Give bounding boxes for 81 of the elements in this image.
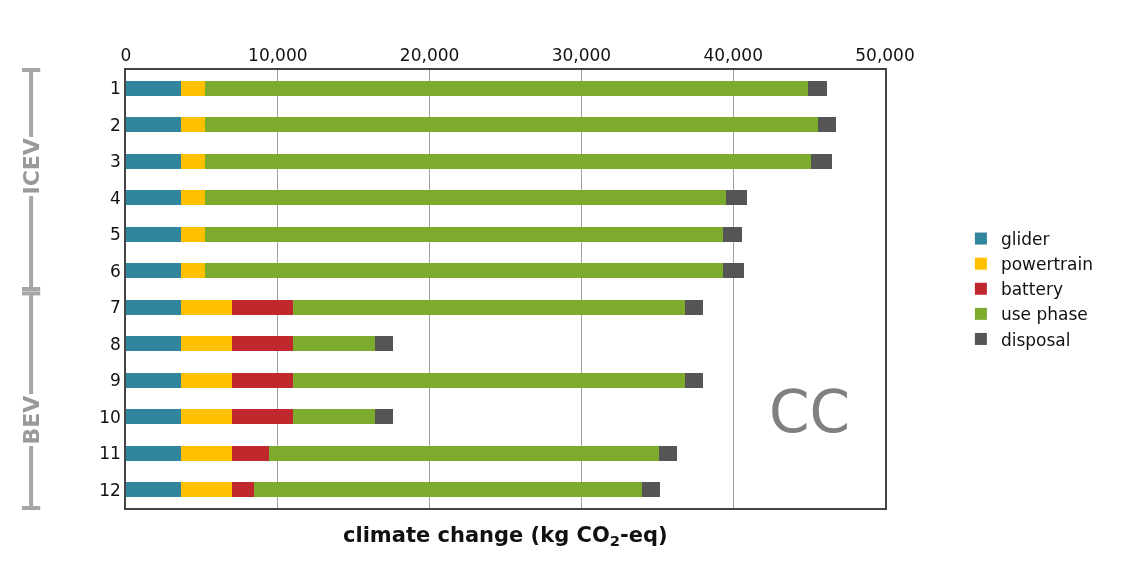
bar bbox=[684, 372, 703, 388]
bar bbox=[180, 299, 233, 315]
bar bbox=[722, 226, 743, 242]
x-tick-label: 10,000 bbox=[248, 45, 308, 66]
y-tick-label: 11 bbox=[99, 443, 121, 464]
bar bbox=[818, 117, 837, 133]
bar bbox=[126, 336, 181, 352]
text: BEV bbox=[18, 395, 44, 445]
bar bbox=[126, 80, 181, 96]
bar bbox=[180, 117, 205, 133]
legend-label: glider bbox=[1000, 229, 1050, 250]
x-tick-label: 50,000 bbox=[855, 45, 915, 66]
legend-label: battery bbox=[1000, 279, 1063, 300]
bar bbox=[232, 299, 293, 315]
bar bbox=[126, 372, 181, 388]
y-tick-label: 4 bbox=[110, 187, 121, 208]
bar bbox=[810, 153, 832, 169]
bar bbox=[374, 409, 394, 425]
y-tick-label: 9 bbox=[110, 370, 121, 391]
bar bbox=[126, 117, 181, 133]
bar bbox=[232, 482, 254, 498]
x-axis-title: climate change (kg CO$_{2}$-eq) bbox=[343, 523, 668, 550]
bar bbox=[126, 409, 181, 425]
bar bbox=[204, 153, 811, 169]
bar bbox=[180, 80, 205, 96]
bar bbox=[725, 190, 747, 206]
y-tick-label: 6 bbox=[110, 260, 121, 281]
x-tick-label: 30,000 bbox=[551, 45, 612, 66]
bar bbox=[292, 336, 375, 352]
bar bbox=[180, 372, 233, 388]
bar bbox=[126, 153, 181, 169]
bar bbox=[180, 445, 233, 461]
bar bbox=[204, 117, 819, 133]
bar bbox=[292, 372, 685, 388]
x-tick-label: 0 bbox=[120, 45, 132, 66]
bar bbox=[126, 299, 181, 315]
bar bbox=[268, 445, 659, 461]
bar bbox=[180, 226, 205, 242]
bar bbox=[292, 409, 375, 425]
y-tick-label: 12 bbox=[99, 479, 121, 500]
legend-label: disposal bbox=[1000, 329, 1071, 350]
bar bbox=[126, 445, 181, 461]
bar bbox=[180, 153, 205, 169]
bar bbox=[180, 336, 233, 352]
bar bbox=[807, 80, 828, 96]
bar bbox=[126, 482, 181, 498]
bar bbox=[253, 482, 643, 498]
bar bbox=[204, 80, 808, 96]
legend-label: use phase bbox=[1000, 304, 1088, 325]
y-tick-label: 10 bbox=[99, 406, 121, 427]
y-tick-label: 3 bbox=[110, 151, 121, 172]
bar bbox=[180, 190, 205, 206]
legend-label: powertrain bbox=[1000, 254, 1094, 275]
bar bbox=[232, 336, 293, 352]
bar bbox=[180, 263, 205, 279]
y-tick-label: 8 bbox=[110, 333, 121, 354]
bar bbox=[642, 482, 661, 498]
x-tick-label: 40,000 bbox=[703, 45, 763, 66]
bar bbox=[204, 190, 726, 206]
bar bbox=[204, 263, 723, 279]
bar bbox=[374, 336, 394, 352]
bar bbox=[126, 263, 181, 279]
y-tick-label: 7 bbox=[110, 297, 121, 318]
x-tick-label: 20,000 bbox=[399, 45, 460, 66]
bar bbox=[292, 299, 685, 315]
annotation: CC bbox=[769, 378, 850, 446]
y-tick-label: 2 bbox=[110, 114, 121, 135]
bar bbox=[204, 226, 723, 242]
text: ICEV bbox=[18, 138, 44, 195]
bar bbox=[232, 445, 269, 461]
bar bbox=[232, 409, 293, 425]
bar bbox=[126, 190, 181, 206]
bar bbox=[658, 445, 678, 461]
bar bbox=[232, 372, 293, 388]
y-tick-label: 1 bbox=[110, 78, 121, 99]
bar bbox=[180, 409, 233, 425]
bar bbox=[126, 226, 181, 242]
y-tick-label: 5 bbox=[110, 224, 121, 245]
bar bbox=[722, 263, 744, 279]
bar bbox=[180, 482, 233, 498]
bar bbox=[684, 299, 703, 315]
